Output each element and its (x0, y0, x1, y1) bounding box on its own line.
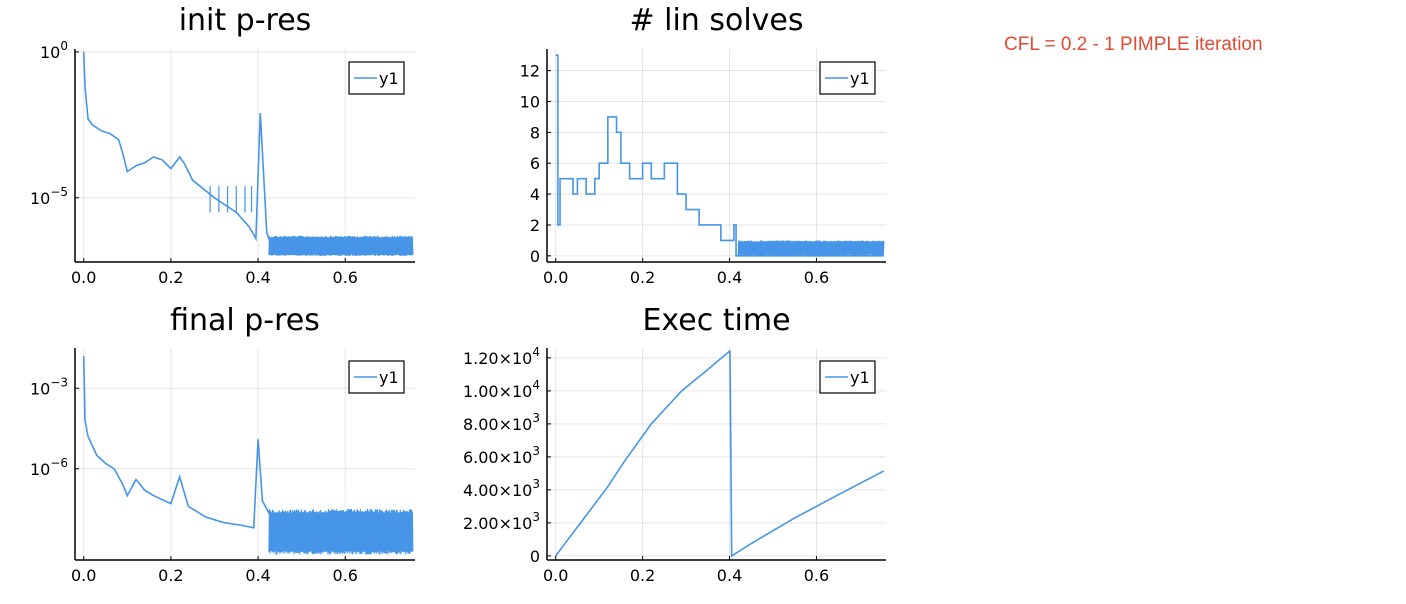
x-tick-label: 0.2 (158, 268, 183, 287)
panel-3: final p-res 0.0 0.2 0.4 0.6 10−3 10−6 y1 (30, 303, 415, 585)
panel-4: Exec time 0.0 0.2 0.4 0.6 0 2.00×103 4.00×103 6.… (463, 303, 886, 585)
x-tick-label: 0.6 (804, 566, 829, 585)
x-tick-label: 0.6 (333, 268, 358, 287)
x-tick-label: 0.0 (71, 268, 96, 287)
series-line (82, 356, 413, 529)
y-tick-label: 10−5 (30, 185, 68, 208)
series-y1 (555, 350, 885, 558)
y-tick-label: 1.20×104 (463, 345, 540, 368)
chart-title: final p-res (170, 303, 320, 338)
y-tick-label: 4.00×103 (463, 477, 540, 500)
legend-label: y1 (850, 368, 870, 387)
y-tick-label: 8 (530, 123, 540, 142)
series-noise-band (268, 509, 414, 555)
y-tick-label: 10 (520, 92, 540, 111)
y-tick-label: 0 (530, 247, 540, 266)
y-tick-label: 2 (530, 216, 540, 235)
y-tick-label: 10−6 (30, 456, 68, 479)
x-tick-label: 0.4 (717, 566, 742, 585)
series-line (555, 54, 884, 257)
y-tick-label: 8.00×103 (463, 411, 540, 434)
legend-label: y1 (379, 368, 399, 387)
x-tick-label: 0.0 (543, 566, 568, 585)
legend: y1 (348, 360, 405, 394)
series-noise-band (737, 240, 885, 256)
cfl-annotation: CFL = 0.2 - 1 PIMPLE iteration (1004, 34, 1263, 55)
x-tick-label: 0.4 (717, 268, 742, 287)
panel-1: init p-res 0.0 0.2 0.4 0.6 100 10−5 y1 (30, 3, 415, 287)
x-tick-label: 0.4 (245, 566, 270, 585)
y-tick-label: 12 (520, 62, 540, 81)
x-tick-label: 0.0 (543, 268, 568, 287)
x-tick-label: 0.2 (158, 566, 183, 585)
series-y1 (82, 51, 414, 257)
y-tick-label: 6.00×103 (463, 444, 540, 467)
y-tick-label: 0 (530, 547, 540, 566)
x-tick-label: 0.6 (804, 268, 829, 287)
x-tick-label: 0.4 (245, 268, 270, 287)
series-noise-band (268, 235, 414, 257)
x-tick-label: 0.0 (71, 566, 96, 585)
x-tick-label: 0.6 (333, 566, 358, 585)
legend: y1 (819, 61, 876, 95)
chart-title: # lin solves (629, 3, 803, 38)
y-tick-label: 6 (530, 154, 540, 173)
chart-title: Exec time (642, 303, 790, 338)
legend: y1 (819, 360, 876, 394)
y-tick-label: 100 (40, 39, 68, 62)
y-tick-label: 4 (530, 185, 540, 204)
series-y1 (555, 54, 885, 257)
panel-2: # lin solves 0.0 0.2 0.4 0.6 0 2 4 6 8 10 12 y1 (520, 3, 886, 287)
legend: y1 (348, 61, 405, 95)
x-tick-label: 0.2 (630, 268, 655, 287)
series-y1 (82, 356, 414, 555)
series-line (82, 51, 413, 252)
chart-title: init p-res (179, 3, 312, 38)
series-line (555, 350, 885, 558)
x-tick-label: 0.2 (630, 566, 655, 585)
y-tick-label: 10−3 (30, 375, 68, 398)
y-tick-label: 1.00×104 (463, 378, 540, 401)
y-tick-label: 2.00×103 (463, 510, 540, 533)
legend-label: y1 (850, 69, 870, 88)
legend-label: y1 (379, 69, 399, 88)
